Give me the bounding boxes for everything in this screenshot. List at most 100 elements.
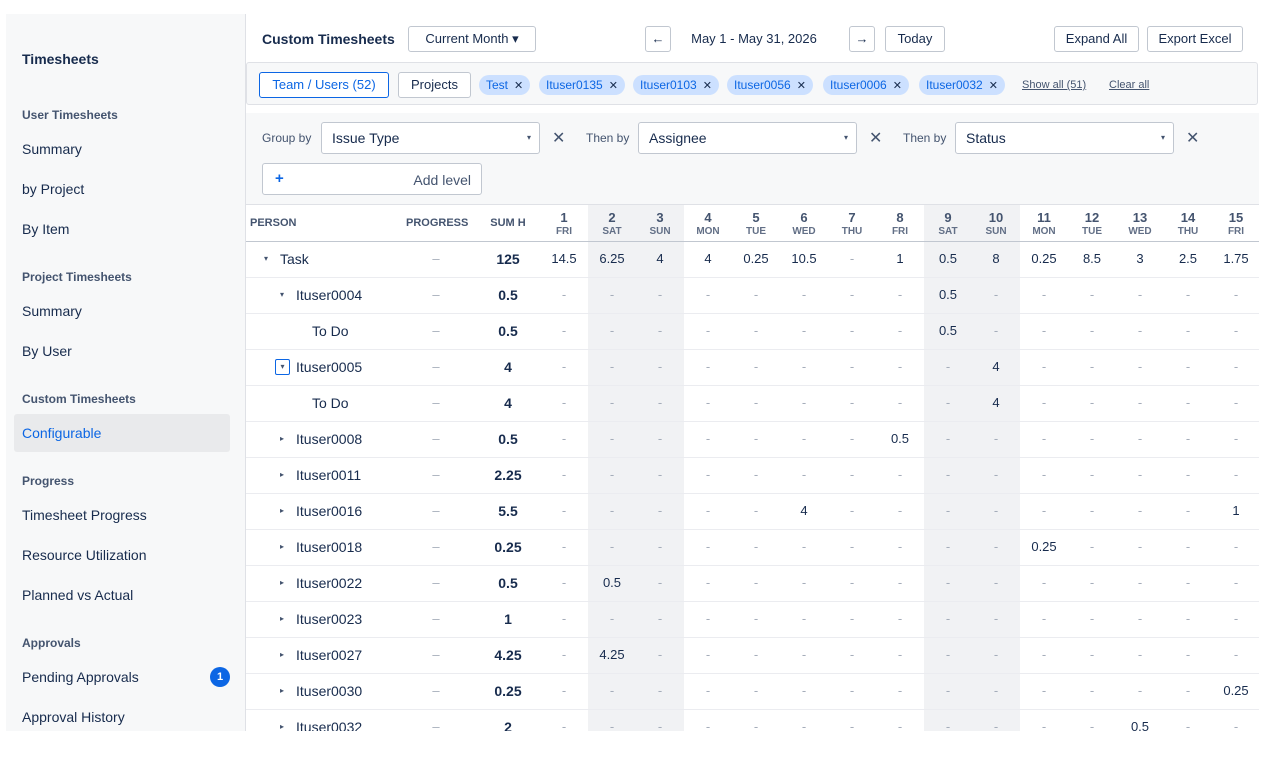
- hours-cell[interactable]: -: [705, 431, 711, 446]
- add-level-button[interactable]: + Add level: [262, 163, 482, 195]
- hours-cell[interactable]: -: [1233, 647, 1239, 662]
- hours-cell[interactable]: -: [561, 431, 567, 446]
- hours-cell[interactable]: -: [897, 503, 903, 518]
- hours-cell[interactable]: -: [705, 467, 711, 482]
- hours-cell[interactable]: -: [897, 719, 903, 731]
- filter-chip[interactable]: Ituser0103 ✕: [633, 75, 719, 95]
- hours-cell[interactable]: -: [609, 719, 615, 731]
- show-all-link[interactable]: Show all (51): [1022, 79, 1087, 91]
- hours-cell[interactable]: -: [1041, 719, 1047, 731]
- hours-cell[interactable]: -: [1041, 395, 1047, 410]
- hours-cell[interactable]: -: [993, 287, 999, 302]
- hours-cell[interactable]: -: [897, 683, 903, 698]
- sidebar-item-resource-utilization[interactable]: Resource Utilization: [22, 547, 147, 563]
- hours-cell[interactable]: -: [1185, 359, 1191, 374]
- hours-cell[interactable]: -: [801, 683, 807, 698]
- sidebar-item-timesheet-progress[interactable]: Timesheet Progress: [22, 507, 147, 523]
- hours-cell[interactable]: -: [1089, 611, 1095, 626]
- hours-cell[interactable]: -: [993, 647, 999, 662]
- hours-cell[interactable]: -: [609, 611, 615, 626]
- expand-chevron-icon[interactable]: ▸: [279, 722, 284, 731]
- expand-chevron-icon[interactable]: ▸: [279, 686, 284, 695]
- hours-cell[interactable]: -: [801, 359, 807, 374]
- hours-cell[interactable]: -: [849, 647, 855, 662]
- expand-chevron-icon[interactable]: ▸: [279, 578, 284, 587]
- hours-cell[interactable]: -: [993, 719, 999, 731]
- hours-cell[interactable]: -: [993, 467, 999, 482]
- hours-cell[interactable]: -: [1233, 719, 1239, 731]
- hours-cell[interactable]: -: [1185, 395, 1191, 410]
- hours-cell[interactable]: -: [1089, 539, 1095, 554]
- hours-cell[interactable]: -: [1041, 647, 1047, 662]
- hours-cell[interactable]: -: [657, 575, 663, 590]
- hours-cell[interactable]: -: [945, 395, 951, 410]
- hours-cell[interactable]: -: [1041, 503, 1047, 518]
- hours-cell[interactable]: -: [897, 647, 903, 662]
- period-select[interactable]: Current Month ▾: [408, 26, 536, 52]
- hours-cell[interactable]: -: [1137, 683, 1143, 698]
- expand-all-button[interactable]: Expand All: [1054, 26, 1139, 52]
- hours-cell[interactable]: 8.5: [1082, 251, 1102, 266]
- close-icon[interactable]: ✕: [514, 80, 524, 92]
- hours-cell[interactable]: 4: [992, 395, 1000, 410]
- hours-cell[interactable]: -: [657, 287, 663, 302]
- expand-chevron-icon[interactable]: ▸: [279, 542, 284, 551]
- remove-level-icon[interactable]: ✕: [869, 130, 883, 147]
- filter-chip[interactable]: Ituser0135 ✕: [539, 75, 625, 95]
- hours-cell[interactable]: -: [1041, 323, 1047, 338]
- hours-cell[interactable]: -: [1185, 467, 1191, 482]
- hours-cell[interactable]: 0.25: [1223, 683, 1249, 698]
- hours-cell[interactable]: -: [849, 359, 855, 374]
- hours-cell[interactable]: -: [801, 611, 807, 626]
- hours-cell[interactable]: -: [657, 683, 663, 698]
- hours-cell[interactable]: -: [1041, 575, 1047, 590]
- expand-chevron-icon[interactable]: ▸: [279, 434, 284, 443]
- hours-cell[interactable]: -: [1233, 395, 1239, 410]
- hours-cell[interactable]: -: [609, 323, 615, 338]
- hours-cell[interactable]: -: [993, 539, 999, 554]
- hours-cell[interactable]: -: [609, 431, 615, 446]
- sum-column-header[interactable]: SUM H: [490, 217, 526, 229]
- hours-cell[interactable]: 0.5: [938, 323, 958, 338]
- hours-cell[interactable]: -: [849, 431, 855, 446]
- hours-cell[interactable]: -: [753, 467, 759, 482]
- hours-cell[interactable]: -: [897, 539, 903, 554]
- hours-cell[interactable]: -: [609, 683, 615, 698]
- hours-cell[interactable]: -: [1137, 503, 1143, 518]
- sidebar-item-by-item[interactable]: By Item: [22, 221, 70, 237]
- hours-cell[interactable]: -: [705, 539, 711, 554]
- collapse-chevron-icon[interactable]: ▾: [275, 359, 290, 375]
- hours-cell[interactable]: -: [1137, 575, 1143, 590]
- hours-cell[interactable]: -: [1041, 467, 1047, 482]
- hours-cell[interactable]: -: [1185, 323, 1191, 338]
- hours-cell[interactable]: -: [705, 287, 711, 302]
- hours-cell[interactable]: -: [1089, 503, 1095, 518]
- hours-cell[interactable]: -: [1089, 431, 1095, 446]
- hours-cell[interactable]: -: [1137, 431, 1143, 446]
- sidebar-item-pending-approvals[interactable]: Pending Approvals 1: [14, 658, 230, 696]
- hours-cell[interactable]: -: [705, 611, 711, 626]
- hours-cell[interactable]: -: [657, 719, 663, 731]
- sidebar-item-user-summary[interactable]: Summary: [22, 141, 82, 157]
- hours-cell[interactable]: -: [609, 359, 615, 374]
- export-excel-button[interactable]: Export Excel: [1147, 26, 1243, 52]
- hours-cell[interactable]: -: [561, 359, 567, 374]
- hours-cell[interactable]: 1: [896, 251, 904, 266]
- hours-cell[interactable]: 3: [1136, 251, 1144, 266]
- hours-cell[interactable]: -: [753, 611, 759, 626]
- hours-cell[interactable]: 8: [992, 251, 1000, 266]
- hours-cell[interactable]: -: [1233, 539, 1239, 554]
- hours-cell[interactable]: -: [1233, 611, 1239, 626]
- hours-cell[interactable]: -: [1089, 647, 1095, 662]
- hours-cell[interactable]: -: [1137, 395, 1143, 410]
- hours-cell[interactable]: 4: [800, 503, 808, 518]
- group-by-select[interactable]: Issue Type ▾: [321, 122, 540, 154]
- hours-cell[interactable]: -: [1137, 467, 1143, 482]
- hours-cell[interactable]: -: [657, 395, 663, 410]
- hours-cell[interactable]: -: [1185, 683, 1191, 698]
- hours-cell[interactable]: -: [993, 503, 999, 518]
- hours-cell[interactable]: -: [1137, 539, 1143, 554]
- hours-cell[interactable]: -: [993, 323, 999, 338]
- hours-cell[interactable]: -: [753, 539, 759, 554]
- hours-cell[interactable]: -: [945, 683, 951, 698]
